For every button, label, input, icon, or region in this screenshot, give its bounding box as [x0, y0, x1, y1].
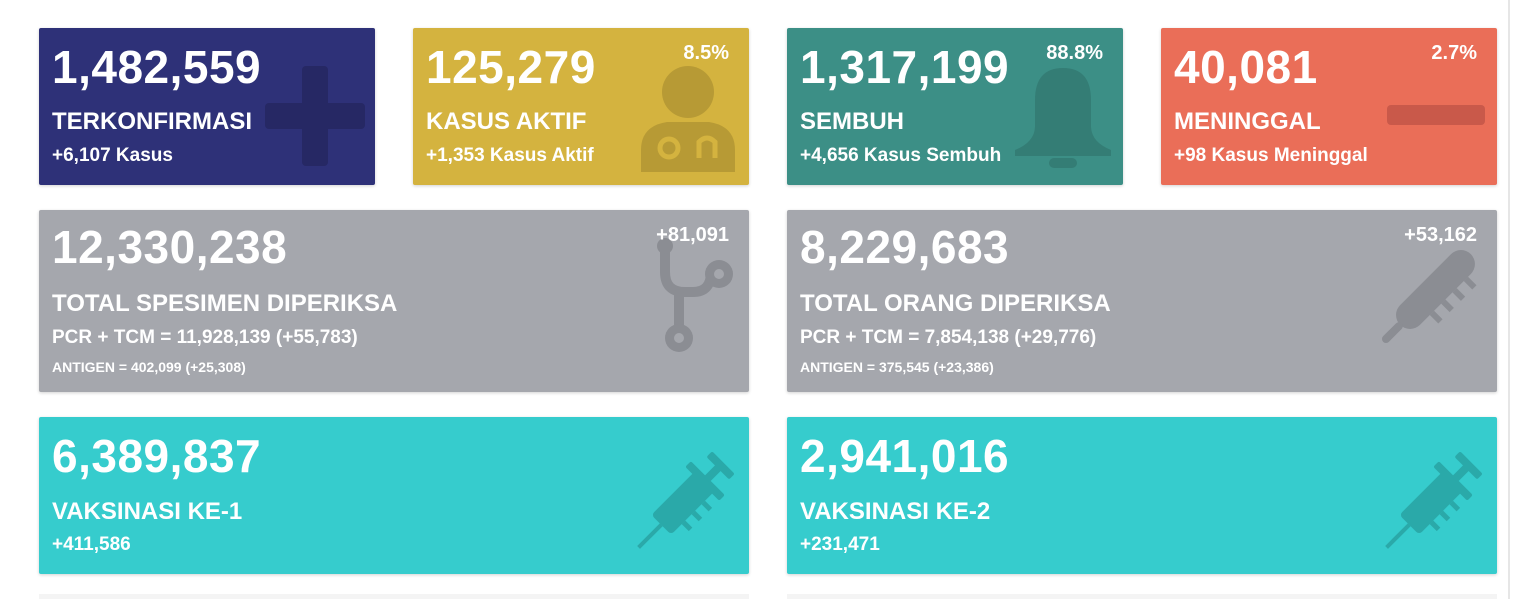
next-card-peek-right: [787, 594, 1497, 599]
people-count: 8,229,683: [800, 221, 1010, 273]
vaccine1-delta: +411,586: [52, 534, 131, 555]
specimens-antigen: ANTIGEN = 402,099 (+25,308): [52, 359, 246, 375]
active-count: 125,279: [426, 41, 596, 93]
syringe-icon: [621, 445, 741, 565]
active-card: 8.5% 125,279 KASUS AKTIF +1,353 Kasus Ak…: [413, 28, 749, 185]
plus-icon: [265, 66, 365, 166]
people-card: +53,162 8,229,683 TOTAL ORANG DIPERIKSA …: [787, 210, 1497, 392]
recovered-card: 88.8% 1,317,199 SEMBUH +4,656 Kasus Semb…: [787, 28, 1123, 185]
confirmed-delta: +6,107 Kasus: [52, 145, 173, 166]
active-percent: 8.5%: [683, 42, 729, 64]
vaccine1-card: 6,389,837 VAKSINASI KE-1 +411,586: [39, 417, 749, 574]
thermometer-icon: [1367, 240, 1487, 356]
recovered-label: SEMBUH: [800, 108, 905, 135]
doctor-icon: [637, 62, 739, 172]
syringe-icon: [1369, 445, 1489, 565]
people-antigen: ANTIGEN = 375,545 (+23,386): [800, 359, 994, 375]
confirmed-label: TERKONFIRMASI: [52, 108, 252, 135]
specimens-card: +81,091 12,330,238 TOTAL SPESIMEN DIPERI…: [39, 210, 749, 392]
bell-icon: [1011, 64, 1115, 174]
vaccine2-delta: +231,471: [800, 534, 880, 555]
deaths-card: 2.7% 40,081 MENINGGAL +98 Kasus Meningga…: [1161, 28, 1497, 185]
vaccine2-card: 2,941,016 VAKSINASI KE-2 +231,471: [787, 417, 1497, 574]
specimens-pcr: PCR + TCM = 11,928,139 (+55,783): [52, 327, 358, 348]
people-delta: +53,162: [1404, 224, 1477, 246]
recovered-percent: 88.8%: [1046, 42, 1103, 64]
vaccine2-count: 2,941,016: [800, 430, 1010, 482]
deaths-delta: +98 Kasus Meninggal: [1174, 145, 1368, 166]
deaths-count: 40,081: [1174, 41, 1318, 93]
active-label: KASUS AKTIF: [426, 108, 587, 135]
confirmed-count: 1,482,559: [52, 41, 262, 93]
specimens-count: 12,330,238: [52, 221, 288, 273]
active-delta: +1,353 Kasus Aktif: [426, 145, 594, 166]
stethoscope-icon: [649, 238, 739, 354]
next-card-peek-left: [39, 594, 749, 599]
people-label: TOTAL ORANG DIPERIKSA: [800, 290, 1111, 317]
minus-icon: [1387, 105, 1485, 125]
deaths-label: MENINGGAL: [1174, 108, 1321, 135]
confirmed-card: 1,482,559 TERKONFIRMASI +6,107 Kasus: [39, 28, 375, 185]
vaccine1-count: 6,389,837: [52, 430, 262, 482]
specimens-delta: +81,091: [656, 224, 729, 246]
specimens-label: TOTAL SPESIMEN DIPERIKSA: [52, 290, 398, 317]
recovered-count: 1,317,199: [800, 41, 1010, 93]
deaths-percent: 2.7%: [1431, 42, 1477, 64]
vaccine2-label: VAKSINASI KE-2: [800, 498, 991, 525]
page-edge-divider: [1508, 0, 1510, 599]
people-pcr: PCR + TCM = 7,854,138 (+29,776): [800, 327, 1097, 348]
recovered-delta: +4,656 Kasus Sembuh: [800, 145, 1002, 166]
vaccine1-label: VAKSINASI KE-1: [52, 498, 243, 525]
